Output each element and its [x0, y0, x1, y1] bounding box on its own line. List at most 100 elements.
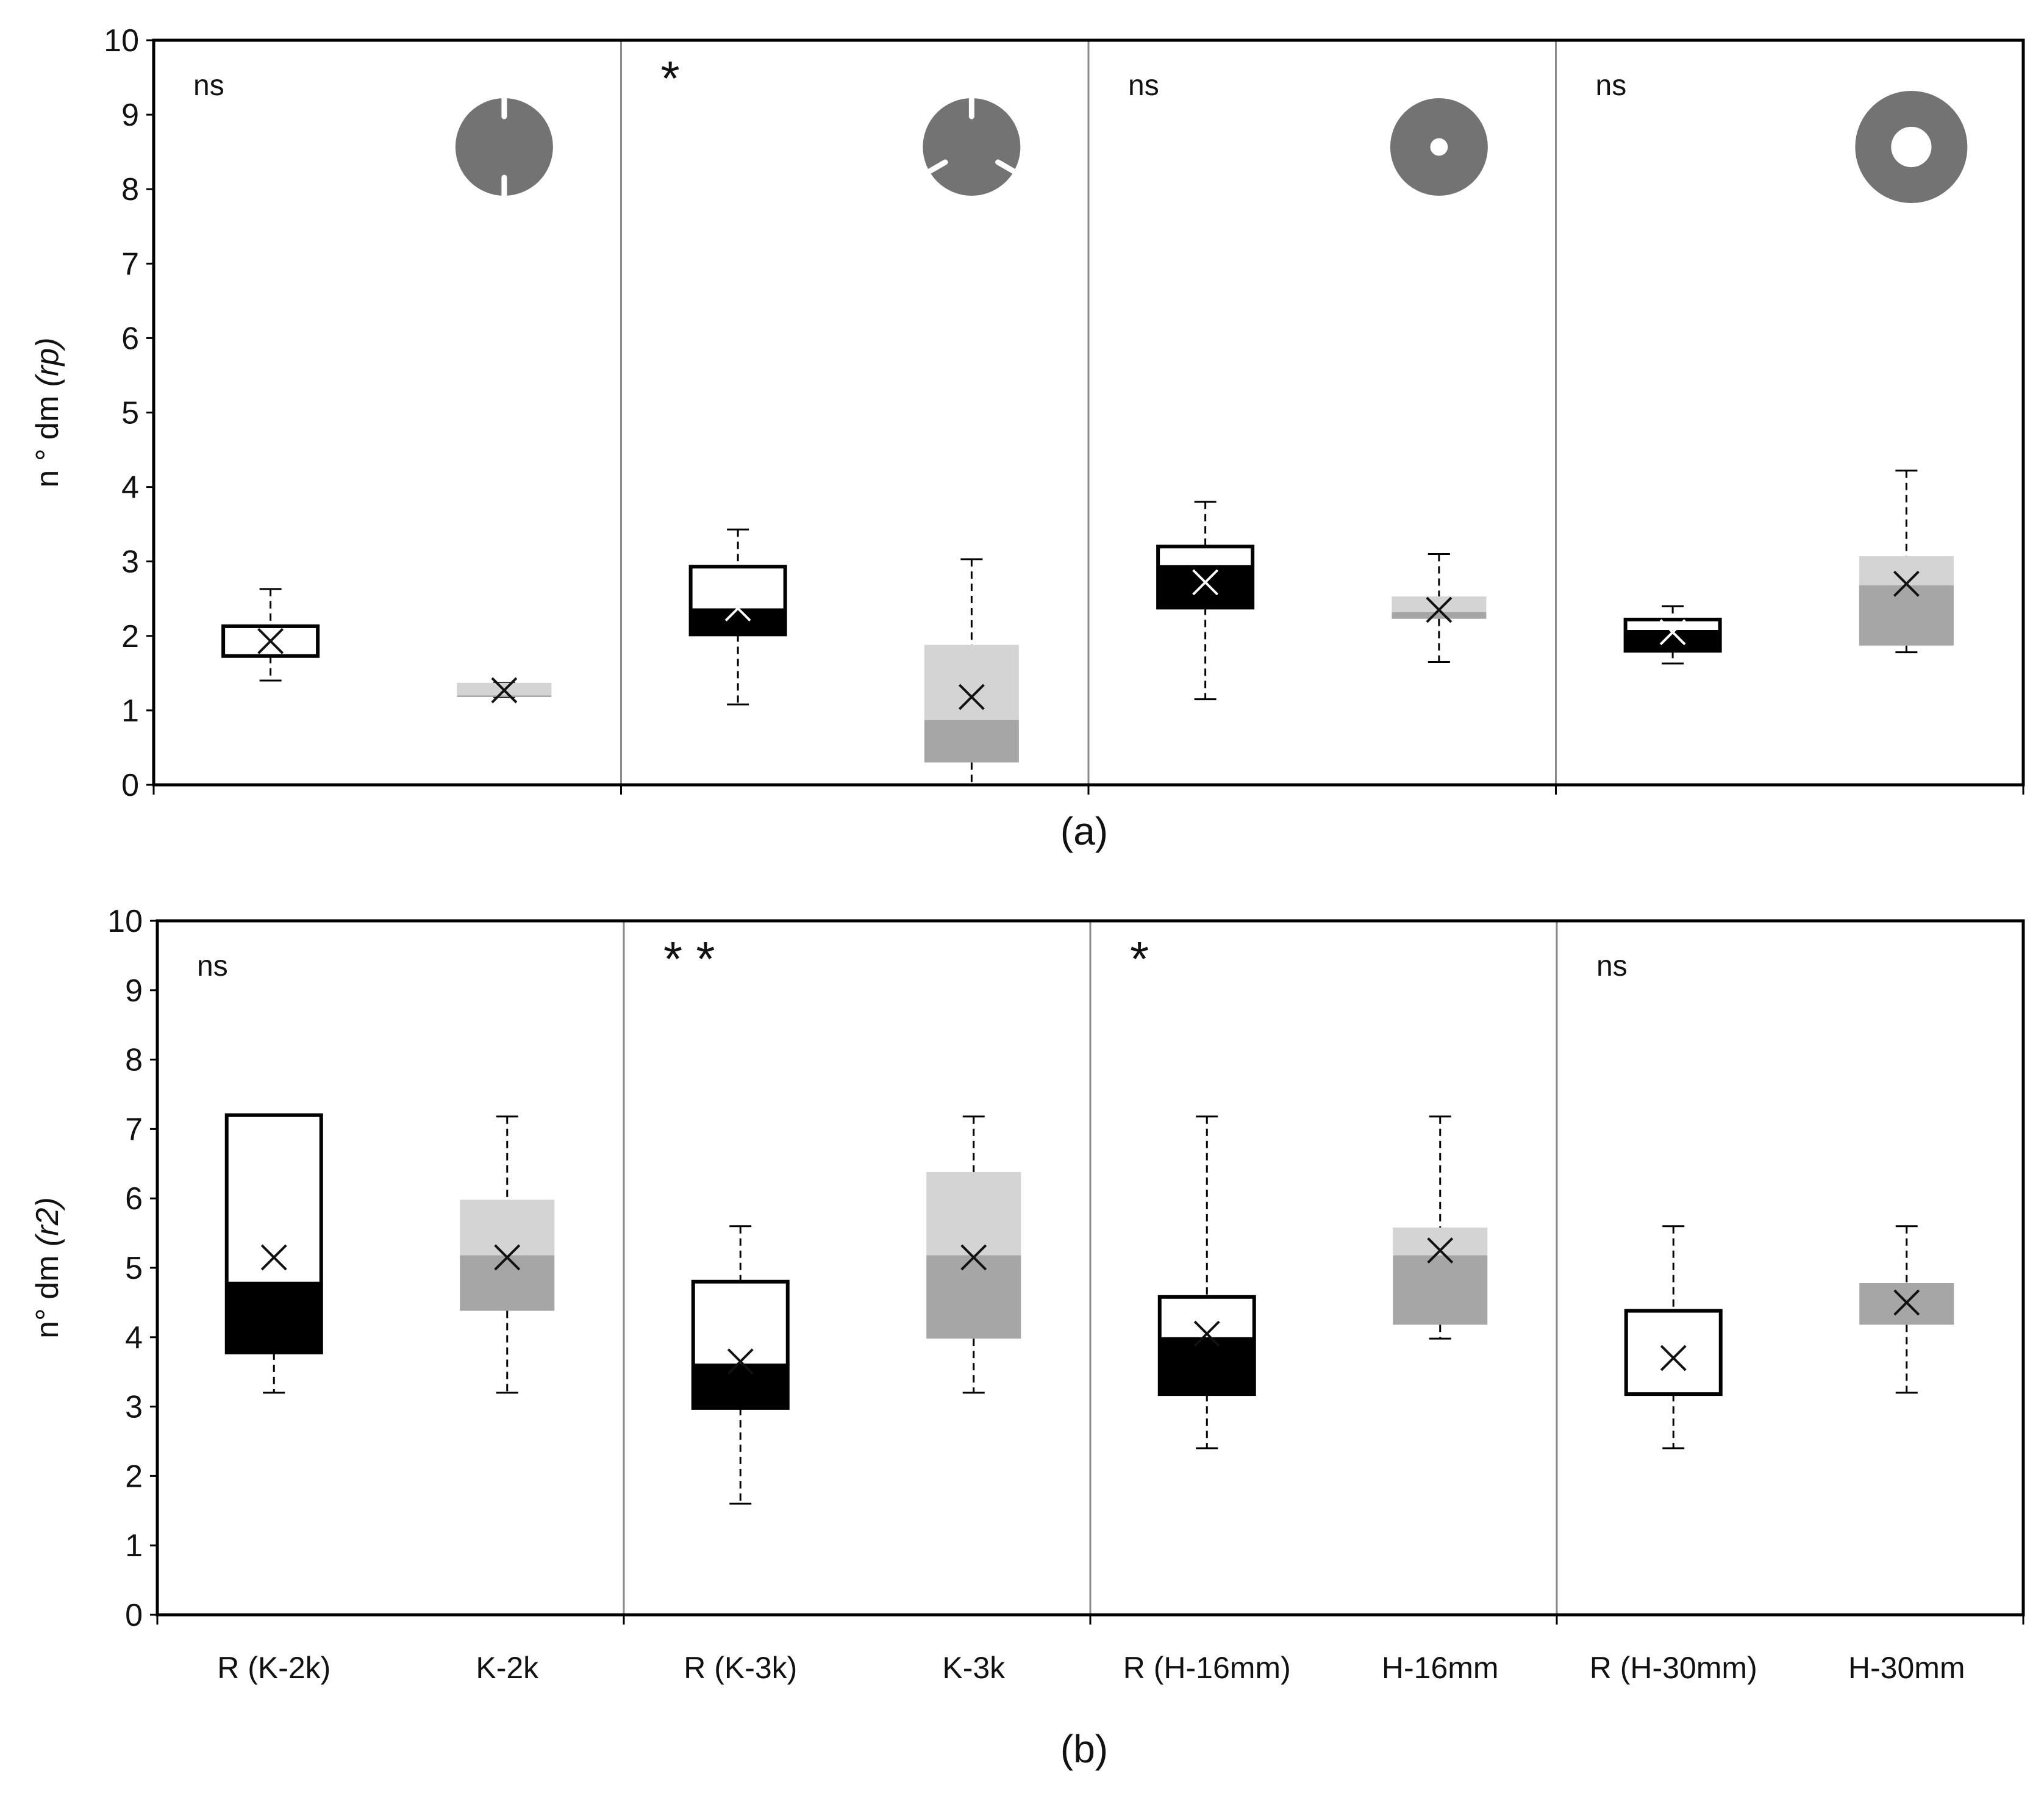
box-upper-quartile — [460, 1200, 555, 1256]
box-lower-quartile — [1393, 1255, 1488, 1325]
y-tick-label: 5 — [125, 1251, 143, 1286]
y-tick-label: 7 — [121, 246, 139, 282]
h30mm-section-icon-hole — [1891, 126, 1932, 168]
mean-marker — [1193, 1320, 1220, 1347]
significance-label: ns — [197, 950, 228, 982]
mean-marker-stroke — [1192, 569, 1219, 596]
mean-marker-stroke — [1659, 619, 1686, 646]
significance-label: ns — [193, 70, 224, 102]
box-lower-quartile — [460, 1255, 555, 1311]
box-R (H-16mm) — [1156, 501, 1255, 701]
mean-marker — [1893, 1289, 1920, 1316]
mean-marker — [1660, 1345, 1687, 1371]
y-axis-label-variable: (rp) — [30, 337, 65, 387]
category-label: K-3k — [942, 1651, 1006, 1685]
box-upper-quartile — [690, 567, 785, 609]
box-K-3k — [926, 1115, 1021, 1394]
mean-marker-stroke — [1427, 1237, 1454, 1264]
category-label: R (H-16mm) — [1123, 1651, 1291, 1685]
significance-label: * — [1130, 932, 1149, 986]
chart-panel-0: 0 1 2 3 4 5 6 7 8 9 10 ns * ns ns n ° dm (rp) (a) — [30, 23, 2025, 853]
box-outline — [221, 624, 320, 658]
y-tick-label: 0 — [125, 1598, 143, 1633]
y-tick-label: 3 — [125, 1390, 143, 1425]
box-lower-quartile — [926, 1255, 1021, 1339]
box-lower-quartile — [693, 1364, 788, 1408]
mean-marker-stroke — [257, 627, 284, 654]
box-outline — [1156, 545, 1255, 610]
mean-marker — [1192, 569, 1219, 596]
box-upper-quartile — [226, 1115, 321, 1282]
mean-marker — [1893, 570, 1920, 597]
box-lower-quartile — [1392, 612, 1487, 619]
mean-marker-stroke — [727, 1348, 754, 1375]
mean-marker — [491, 677, 518, 704]
mean-marker — [494, 1244, 521, 1271]
box-outline — [691, 1279, 790, 1410]
box-R (K-2k) — [221, 588, 320, 682]
y-tick-label: 5 — [121, 396, 139, 431]
mean-marker — [257, 627, 284, 654]
box-lower-quartile — [457, 695, 552, 697]
box-lower-quartile — [1159, 1337, 1254, 1395]
mean-marker — [260, 1244, 287, 1271]
mean-marker-stroke — [960, 1244, 987, 1271]
y-axis-label: n ° dm (rp) — [30, 337, 65, 487]
mean-marker — [958, 684, 985, 710]
h16mm-section-icon — [1390, 98, 1488, 196]
y-tick-label: 1 — [121, 693, 139, 729]
mean-marker — [1427, 1237, 1454, 1264]
k3k-section-icon-notch — [926, 159, 948, 174]
y-tick-label: 1 — [125, 1528, 143, 1564]
box-H-30mm — [1859, 470, 1954, 654]
box-outline — [1157, 1295, 1256, 1396]
mean-marker — [1426, 596, 1453, 623]
mean-marker-stroke — [724, 595, 751, 622]
mean-marker — [1659, 619, 1686, 646]
significance-label: ns — [1596, 70, 1627, 102]
box-K-2k — [457, 677, 552, 704]
category-label: R (K-2k) — [217, 1651, 331, 1685]
y-tick-label: 6 — [121, 321, 139, 356]
box-R (H-30mm) — [1624, 1225, 1723, 1450]
y-tick-label: 10 — [107, 904, 143, 939]
mean-marker-stroke — [1893, 570, 1920, 597]
y-axis-label-prefix: n ° dm — [30, 387, 65, 487]
y-tick-label: 4 — [121, 470, 139, 506]
mean-marker-stroke — [260, 1244, 287, 1271]
panel-label: (a) — [1060, 809, 1108, 853]
k2k-section-icon — [455, 95, 553, 199]
k3k-section-icon — [923, 95, 1021, 196]
y-axis-label-prefix: n° dm — [30, 1246, 65, 1339]
box-upper-quartile — [926, 1171, 1021, 1256]
box-K-2k — [460, 1115, 555, 1394]
box-R (H-16mm) — [1157, 1115, 1256, 1450]
y-tick-label: 3 — [121, 545, 139, 580]
significance-label: * — [661, 51, 680, 105]
box-upper-quartile — [924, 645, 1019, 720]
k3k-section-icon-disc — [923, 98, 1021, 196]
plot-frame — [155, 919, 2025, 1617]
box-R (H-30mm) — [1623, 605, 1722, 665]
significance-label: * * — [663, 932, 715, 986]
box-upper-quartile — [1625, 619, 1720, 631]
box-R (K-3k) — [691, 1225, 790, 1505]
k2k-section-icon-disc — [455, 98, 553, 196]
mean-marker-stroke — [1893, 1289, 1920, 1316]
mean-marker-stroke — [491, 677, 518, 704]
mean-marker — [727, 1348, 754, 1375]
panel-label: (b) — [1060, 1727, 1108, 1771]
mean-marker-stroke — [1660, 1345, 1687, 1371]
box-lower-quartile — [1859, 585, 1954, 646]
y-tick-label: 8 — [125, 1043, 143, 1078]
box-lower-quartile — [226, 1281, 321, 1353]
h30mm-section-icon — [1855, 91, 1968, 203]
box-upper-quartile — [1626, 1310, 1721, 1395]
y-axis-label-variable: (r2) — [30, 1197, 65, 1246]
box-lower-quartile — [690, 608, 785, 635]
category-label: R (K-3k) — [684, 1651, 797, 1685]
y-axis-label: n° dm (r2) — [30, 1197, 65, 1339]
significance-label: ns — [1128, 70, 1159, 102]
box-R (K-3k) — [688, 528, 787, 706]
